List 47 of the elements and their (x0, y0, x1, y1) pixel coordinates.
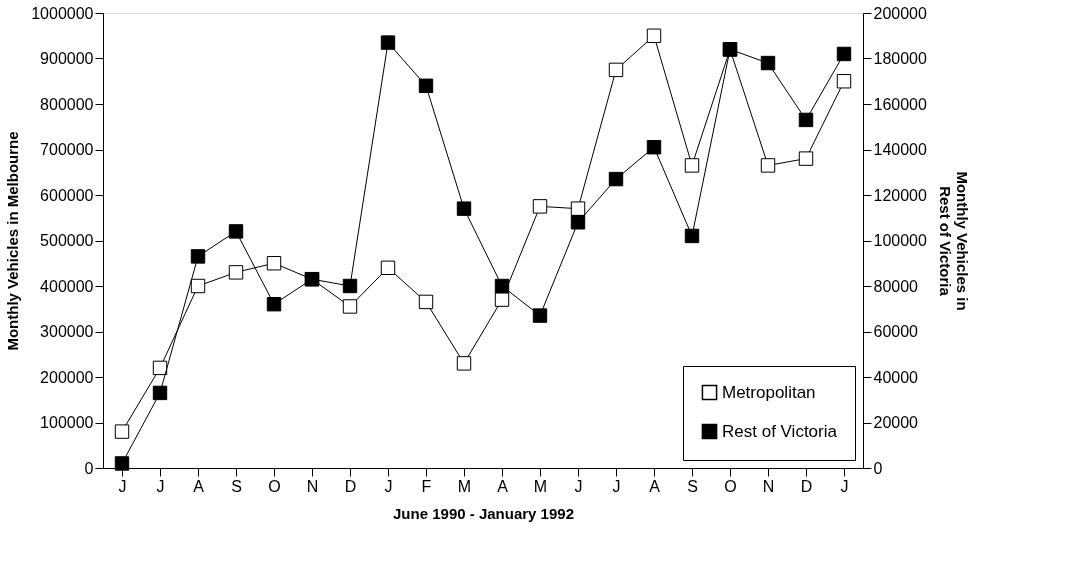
y2-tick-label: 60000 (873, 323, 919, 340)
y2-tick-label: 80000 (873, 277, 919, 295)
x-tick-label: A (497, 477, 509, 495)
y-tick-label: 100000 (40, 414, 94, 431)
x-tick-label: F (421, 477, 432, 495)
x-tick-label: D (344, 477, 357, 495)
y2-axis-title: Monthly Vehicles in Rest of Victoria (936, 171, 971, 311)
y-tick-label: 200000 (40, 368, 94, 386)
y-tick-label: 1000000 (31, 4, 94, 22)
y-tick-label: 600000 (40, 186, 94, 204)
x-tick-label: A (193, 477, 205, 495)
y2-tick-label: 200000 (873, 4, 927, 22)
x-tick-label: D (800, 477, 813, 495)
x-tick-label: J (840, 477, 849, 495)
x-tick-label: S (687, 477, 698, 495)
x-axis-title: June 1990 - January 1992 (393, 504, 574, 522)
x-tick-label: S (231, 477, 242, 495)
y-tick-label: 500000 (40, 232, 94, 249)
x-tick-label: A (649, 477, 661, 495)
y-tick-label: 700000 (40, 141, 94, 158)
y-tick-label: 300000 (40, 323, 94, 340)
legend-label: Metropolitan (722, 382, 816, 402)
y-tick-label: 400000 (40, 277, 94, 295)
x-tick-label: O (724, 477, 737, 495)
x-tick-label: J (574, 477, 583, 495)
y-axis-title: Monthly Vehicles in Melbourne (4, 131, 22, 351)
x-tick-label: M (457, 477, 472, 495)
x-tick-label: J (156, 477, 165, 495)
y2-tick-label: 20000 (873, 414, 919, 431)
x-tick-label: N (306, 477, 319, 495)
y-tick-label: 900000 (40, 50, 94, 67)
y-tick-label: 800000 (40, 95, 94, 113)
y2-tick-label: 140000 (873, 141, 927, 158)
x-tick-label: J (384, 477, 393, 495)
y2-tick-label: 160000 (873, 95, 927, 113)
x-tick-label: J (612, 477, 621, 495)
y2-tick-label: 120000 (873, 186, 927, 204)
y2-tick-label: 0 (873, 459, 883, 477)
y2-tick-label: 100000 (873, 232, 927, 249)
x-tick-label: O (268, 477, 281, 495)
y2-tick-label: 180000 (873, 50, 927, 67)
x-tick-label: J (118, 477, 127, 495)
x-tick-label: M (533, 477, 548, 495)
x-tick-label: N (762, 477, 775, 495)
legend-label: Rest of Victoria (722, 421, 838, 441)
y-tick-label: 0 (84, 459, 94, 477)
y2-tick-label: 40000 (873, 368, 919, 386)
